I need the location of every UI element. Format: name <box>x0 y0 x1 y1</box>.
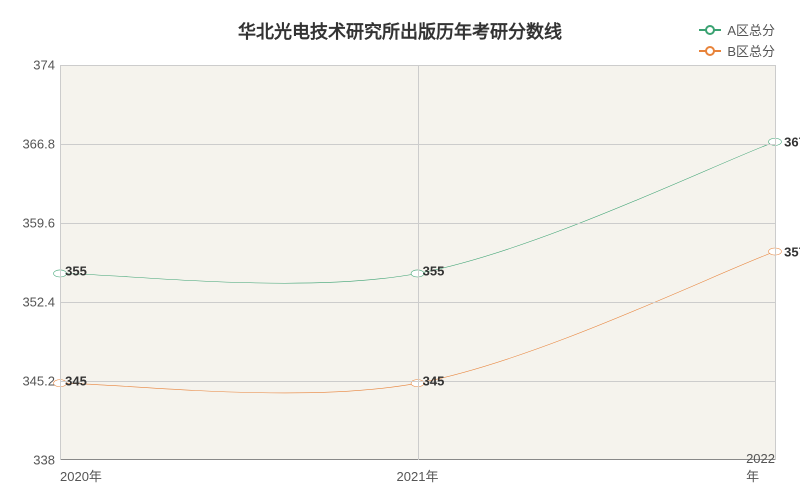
gridline-v <box>418 65 419 460</box>
gridline-v <box>60 65 61 460</box>
y-tick-label: 374 <box>10 58 55 73</box>
x-tick-label: 2022年 <box>746 451 775 485</box>
x-tick-label: 2020年 <box>60 466 102 485</box>
legend-item-b: B区总分 <box>699 41 775 60</box>
y-tick-label: 359.6 <box>10 216 55 231</box>
point-label: 345 <box>420 374 448 389</box>
y-tick-label: 338 <box>10 453 55 468</box>
legend-label-b: B区总分 <box>727 41 775 60</box>
legend-label-a: A区总分 <box>727 20 775 39</box>
point-label: 355 <box>420 264 448 279</box>
legend-item-a: A区总分 <box>699 20 775 39</box>
gridline-v <box>775 65 776 460</box>
point-label: 367 <box>781 134 800 149</box>
chart-container: 华北光电技术研究所出版历年考研分数线 A区总分 B区总分 338345.2352… <box>0 0 800 500</box>
y-tick-label: 345.2 <box>10 374 55 389</box>
legend: A区总分 B区总分 <box>699 20 775 62</box>
y-tick-label: 366.8 <box>10 137 55 152</box>
legend-swatch-b <box>699 50 721 52</box>
plot-area: 338345.2352.4359.6366.83742020年2021年2022… <box>60 65 775 460</box>
legend-swatch-a <box>699 29 721 31</box>
y-tick-label: 352.4 <box>10 295 55 310</box>
chart-title: 华北光电技术研究所出版历年考研分数线 <box>0 18 800 44</box>
point-label: 355 <box>62 264 90 279</box>
x-tick-label: 2021年 <box>397 466 439 485</box>
point-label: 357 <box>781 244 800 259</box>
point-label: 345 <box>62 374 90 389</box>
